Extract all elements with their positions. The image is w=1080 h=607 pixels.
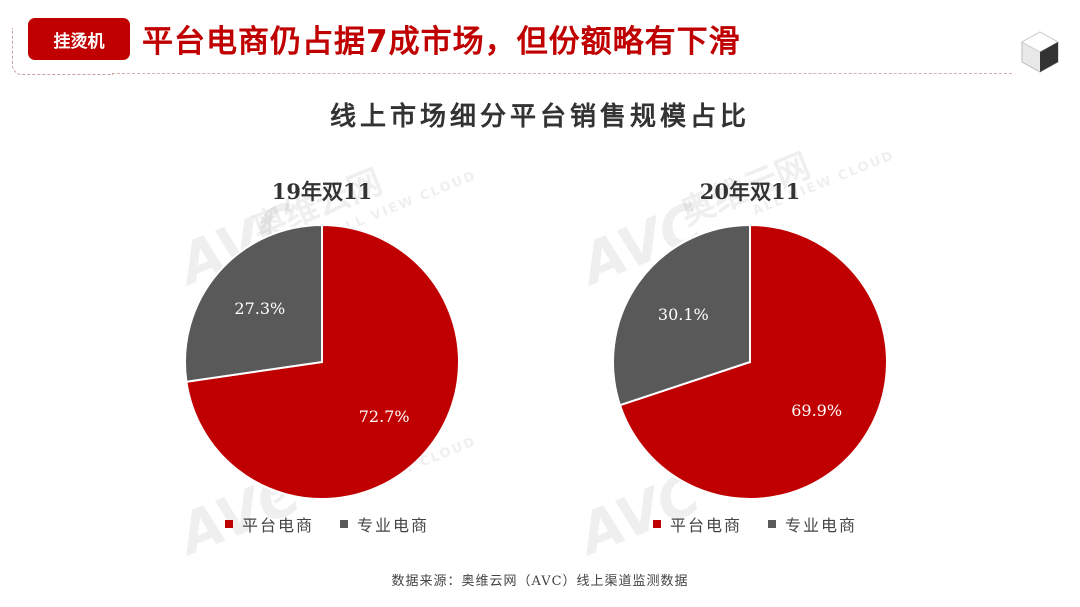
pie-slice-specialist (612, 223, 751, 407)
legend-item-specialist: 专业电商 (768, 512, 857, 536)
data-source: 数据来源：奥维云网（AVC）线上渠道监测数据 (391, 574, 689, 589)
legend-swatch-specialist (768, 520, 777, 528)
data-label-specialist: 27.3% (234, 299, 285, 318)
legend-label-specialist: 专业电商 (357, 516, 430, 535)
legend-2020: 平台电商 专业电商 (653, 512, 883, 536)
tag-frame (12, 28, 113, 75)
cube-logo-icon (1020, 31, 1060, 73)
legend-label-specialist: 专业电商 (785, 516, 858, 535)
pie-title-2020: 20年双11 (699, 179, 801, 204)
legend-label-platform: 平台电商 (670, 516, 743, 535)
slide-header: 挂烫机 平台电商仍占据7成市场，但份额略有下滑 (0, 0, 1080, 80)
pie-slice-platform (618, 223, 888, 500)
chart-title: 线上市场细分平台销售规模占比 (329, 102, 750, 132)
pie-title-2019: 19年双11 (271, 179, 373, 204)
data-label-platform: 69.9% (791, 401, 842, 420)
pie-slice-specialist (184, 223, 323, 383)
legend-swatch-platform (225, 520, 233, 528)
data-label-specialist: 30.1% (658, 305, 709, 324)
legend-item-platform: 平台电商 (653, 512, 742, 536)
legend-swatch-platform (653, 520, 661, 528)
data-label-platform: 72.7% (359, 407, 410, 426)
legend-label-platform: 平台电商 (242, 516, 315, 535)
legend-2019: 平台电商 专业电商 (225, 512, 455, 536)
legend-item-specialist: 专业电商 (340, 512, 429, 536)
slide-headline: 平台电商仍占据7成市场，但份额略有下滑 (142, 24, 741, 60)
legend-item-platform: 平台电商 (225, 512, 314, 536)
category-tag: 挂烫机 (28, 18, 130, 60)
header-divider (112, 73, 1012, 74)
legend-swatch-specialist (340, 520, 349, 528)
